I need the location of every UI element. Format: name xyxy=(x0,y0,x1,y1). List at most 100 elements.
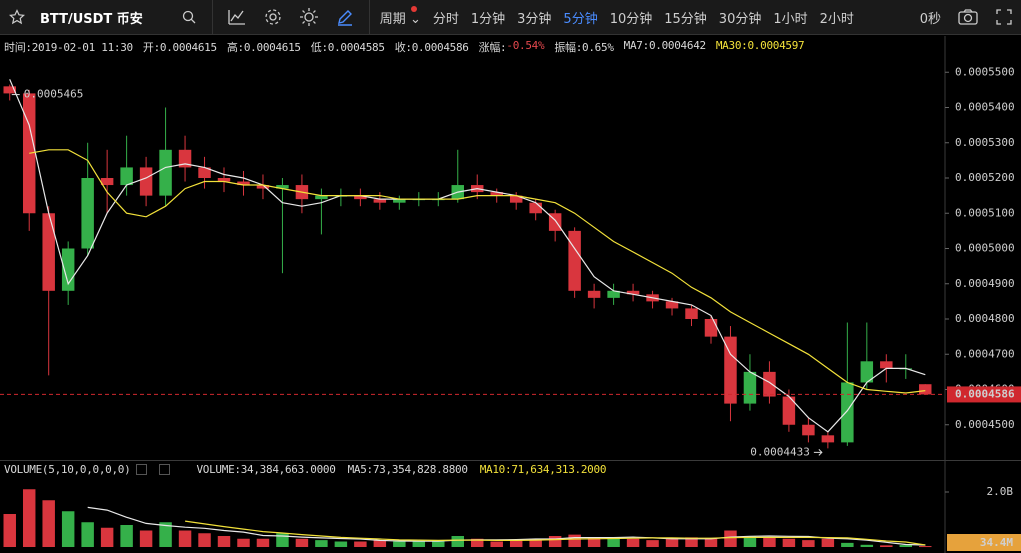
candle-body xyxy=(529,202,542,214)
y-tick-label: 0.0004900 xyxy=(955,277,1015,290)
interval-option[interactable]: 1小时 xyxy=(773,11,808,27)
max-annotation: 0.0005465 xyxy=(24,88,84,101)
volume-bar xyxy=(880,545,893,547)
volume-bar xyxy=(432,541,445,547)
candle-body xyxy=(100,178,114,186)
favorite-icon[interactable] xyxy=(9,9,25,25)
candle-body xyxy=(315,195,328,200)
volume-bar xyxy=(139,530,153,547)
separator xyxy=(368,0,370,35)
volume-info-item: MA10:71,634,313.2000 xyxy=(479,463,607,476)
candle-body xyxy=(490,192,503,196)
candle-body xyxy=(393,199,406,203)
volume-info-bar: VOLUME(5,10,0,0,0,0) VOLUME:34,384,663.00… xyxy=(4,463,618,476)
volume-label-box xyxy=(947,534,1021,551)
indicator-gear-button[interactable] xyxy=(136,464,148,475)
fullscreen-icon[interactable] xyxy=(996,9,1012,25)
candle-body xyxy=(354,195,367,200)
volume-bar xyxy=(509,540,523,547)
interval-option[interactable]: 5分钟 xyxy=(563,11,598,27)
ma-line xyxy=(9,79,926,433)
volume-bar xyxy=(159,522,172,547)
ma-line xyxy=(29,149,926,394)
period-menu[interactable]: 周期 ⌄ xyxy=(379,5,421,27)
volume-bar xyxy=(568,534,581,547)
period-label[interactable]: 周期 xyxy=(379,11,406,27)
separator xyxy=(211,0,213,35)
volume-bar xyxy=(61,511,75,547)
candle-body xyxy=(217,178,231,182)
info-item: 高:0.0004615 xyxy=(226,41,301,54)
symbol[interactable]: BTT/USDT 币安 xyxy=(40,11,143,27)
volume-label: 34.4M xyxy=(980,536,1013,549)
info-item: 时间:2019-02-01 11:30 xyxy=(4,41,133,54)
candle-body xyxy=(198,167,211,178)
volume-bar xyxy=(490,541,503,547)
volume-bar xyxy=(724,530,737,547)
volume-bar xyxy=(373,540,387,547)
candle-body xyxy=(704,319,718,337)
candle-body xyxy=(178,149,192,168)
candle-body xyxy=(724,336,737,404)
interval-option[interactable]: 1分钟 xyxy=(470,11,506,27)
candle-body xyxy=(373,199,387,203)
candle-body xyxy=(42,213,55,291)
candle-body xyxy=(860,361,874,383)
search-icon[interactable] xyxy=(181,9,197,25)
y-tick-label: 0.0005300 xyxy=(955,136,1015,149)
interval-option[interactable]: 分时 xyxy=(432,11,459,27)
candle-body xyxy=(880,361,893,369)
indicator-icon[interactable] xyxy=(228,9,246,25)
volume-bar xyxy=(782,538,796,547)
candle-body xyxy=(743,371,757,404)
candle-body xyxy=(139,167,153,196)
ma-line xyxy=(185,520,926,546)
volume-bar xyxy=(334,541,348,547)
volume-bar xyxy=(354,541,367,547)
volume-bar xyxy=(685,537,698,547)
y-tick-label: 0.0005500 xyxy=(955,65,1015,78)
screenshot-icon[interactable] xyxy=(958,9,978,25)
interval-option[interactable]: 30分钟 xyxy=(718,11,762,27)
volume-info-item: VOLUME(5,10,0,0,0,0) xyxy=(4,463,131,476)
candle-body xyxy=(256,185,270,189)
y-tick-label: 0.0004800 xyxy=(955,312,1015,325)
candle-body xyxy=(3,86,16,94)
volume-bar xyxy=(704,538,718,547)
volume-bar xyxy=(471,538,484,547)
interval-option[interactable]: 15分钟 xyxy=(664,11,707,27)
candle-body xyxy=(607,290,620,298)
volume-bar xyxy=(860,544,874,547)
candle-body xyxy=(237,181,250,186)
volume-info-item: VOLUME:34,384,663.0000 xyxy=(196,463,336,476)
volume-bar xyxy=(763,537,776,547)
volume-bar xyxy=(451,536,464,547)
info-item: 收:0.0004586 xyxy=(394,41,469,54)
y-tick-label: 0.0005100 xyxy=(955,206,1015,219)
candle-body xyxy=(763,371,776,397)
interval-option[interactable]: 3分钟 xyxy=(517,11,552,27)
indicator-close-button[interactable] xyxy=(159,464,171,475)
interval-option[interactable]: 10分钟 xyxy=(609,11,653,27)
candle-body xyxy=(587,290,601,298)
volume-bar xyxy=(587,537,601,547)
volume-bar xyxy=(393,541,406,547)
volume-bar xyxy=(295,538,309,547)
volume-bar xyxy=(841,542,854,547)
draw-icon[interactable] xyxy=(336,8,354,26)
info-item: MA30:0.0004597 xyxy=(715,39,805,52)
candle-body xyxy=(276,185,289,189)
volume-bar xyxy=(42,500,55,547)
y-tick-label: 0.0005000 xyxy=(955,242,1015,255)
volume-bar xyxy=(412,541,426,547)
theme-icon[interactable] xyxy=(299,8,318,26)
info-item: MA7:0.0004642 xyxy=(623,39,707,52)
volume-bar xyxy=(919,546,932,548)
min-annotation: 0.0004433 xyxy=(750,445,810,458)
settings-icon[interactable] xyxy=(264,8,282,26)
info-item: 涨幅: xyxy=(478,41,507,54)
volume-bar xyxy=(646,540,659,547)
interval-option[interactable]: 2小时 xyxy=(819,11,854,27)
info-item: 开:0.0004615 xyxy=(142,41,217,54)
